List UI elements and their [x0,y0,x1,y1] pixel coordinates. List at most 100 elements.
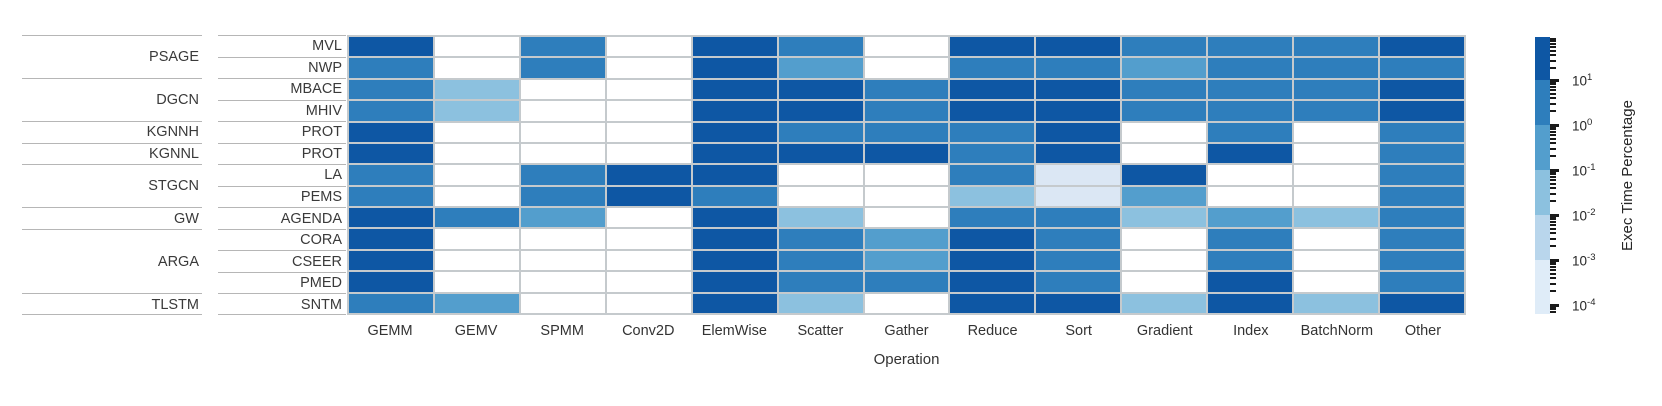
column-label-sort: Sort [1065,323,1092,339]
heatmap-cell [349,143,433,164]
heatmap-cell [1380,122,1464,142]
colorbar-minor-tick [1550,306,1556,309]
colorbar-minor-tick [1550,173,1556,176]
colorbar-minor-tick [1550,268,1556,271]
colorbar-minor-tick [1550,237,1556,240]
colorbar-minor-tick [1550,308,1556,311]
heatmap-cell [864,143,949,164]
heatmap-cell [1036,186,1121,207]
heatmap-cell [864,79,949,100]
group-label-psage: PSAGE [22,35,202,78]
heatmap-cell [520,293,605,313]
group-label-kgnnl: KGNNL [22,142,202,165]
colorbar-minor-tick [1550,147,1556,150]
colorbar-minor-tick [1550,45,1556,48]
colorbar-title: Exec Time Percentage [1612,37,1642,314]
dataset-row-labels: MVL NWP MBACE MHIV PROT PROT LA PEMS AGENDA CORA C… [218,35,346,315]
heatmap-cell [520,208,605,228]
row-label-cora: CORA [218,228,346,251]
column-label-reduce: Reduce [967,323,1018,339]
heatmap-cell [1294,122,1379,142]
colorbar-minor-tick [1550,175,1556,178]
heatmap-cell [778,37,863,57]
heatmap-cell [692,186,777,207]
colorbar-minor-tick [1550,40,1556,43]
heatmap-cell [606,101,691,121]
colorbar-minor-tick [1550,261,1556,264]
heatmap-cell [1208,293,1293,313]
column-label-index: Index [1233,323,1269,339]
column-label-other: Other [1404,323,1442,339]
heatmap-cell [1294,186,1379,207]
heatmap-cell [349,165,433,185]
heatmap-cell [1036,122,1121,142]
row-label-prot: PROT [218,121,346,143]
colorbar [1535,37,1550,314]
heatmap-cell [950,272,1035,292]
heatmap-cell [864,101,949,121]
row-label-prot: PROT [218,142,346,165]
group-label-stgcn: STGCN [22,164,202,207]
heatmap-cell [606,79,691,100]
colorbar-minor-tick [1550,192,1556,195]
colorbar-minor-tick [1550,310,1556,313]
colorbar-minor-tick [1550,49,1556,52]
heatmap-cell [1122,58,1207,78]
heatmap-cell [1036,208,1121,228]
heatmap-cell [1036,101,1121,121]
heatmap-cell [520,186,605,207]
heatmap-cell [434,250,519,271]
heatmap-cell [692,58,777,78]
colorbar-minor-tick [1550,141,1556,144]
heatmap-cell [606,229,691,249]
heatmap-cell [1036,143,1121,164]
colorbar-band [1535,215,1550,260]
heatmap-cell [520,272,605,292]
column-label-batchnorm: BatchNorm [1300,323,1374,339]
heatmap-cell [434,229,519,249]
heatmap-cell [1294,101,1379,121]
heatmap-cell [520,229,605,249]
column-label-gemm: GEMM [367,323,413,339]
heatmap-cell [950,165,1035,185]
row-label-pmed: PMED [218,271,346,294]
heatmap-cell [692,293,777,313]
heatmap-cell [520,122,605,142]
heatmap-cell [864,122,949,142]
colorbar-minor-tick [1550,231,1556,234]
heatmap-cell [434,58,519,78]
heatmap-cell [1036,250,1121,271]
heatmap-cell [1208,37,1293,57]
colorbar-minor-tick [1550,137,1556,140]
heatmap-cell [349,122,433,142]
heatmap-cell [950,79,1035,100]
colorbar-minor-tick [1550,53,1556,56]
group-label-arga: ARGA [22,228,202,294]
colorbar-major-tick [1550,213,1559,217]
colorbar-major-tick [1550,123,1559,127]
heatmap-cell [1380,79,1464,100]
colorbar-minor-tick [1550,227,1556,230]
heatmap-cell [1208,229,1293,249]
heatmap-cell [434,101,519,121]
heatmap-cell [778,143,863,164]
heatmap-cell [778,229,863,249]
heatmap-cell [864,37,949,57]
heatmap-cell [1380,229,1464,249]
heatmap-cell [1122,250,1207,271]
colorbar-minor-tick [1550,263,1556,266]
row-label-la: LA [218,164,346,186]
colorbar-minor-tick [1550,130,1556,133]
heatmap-cell [1036,229,1121,249]
heatmap-cell [349,58,433,78]
colorbar-tick-label: 10-1 [1572,161,1596,179]
colorbar-tick-label: 10-3 [1572,251,1596,269]
heatmap-cell [434,293,519,313]
heatmap-cell [434,122,519,142]
heatmap-cell [778,250,863,271]
group-label-dgcn: DGCN [22,78,202,121]
heatmap-cell [1036,58,1121,78]
heatmap-cell [1294,143,1379,164]
colorbar-band [1535,260,1550,314]
heatmap-cell [349,186,433,207]
